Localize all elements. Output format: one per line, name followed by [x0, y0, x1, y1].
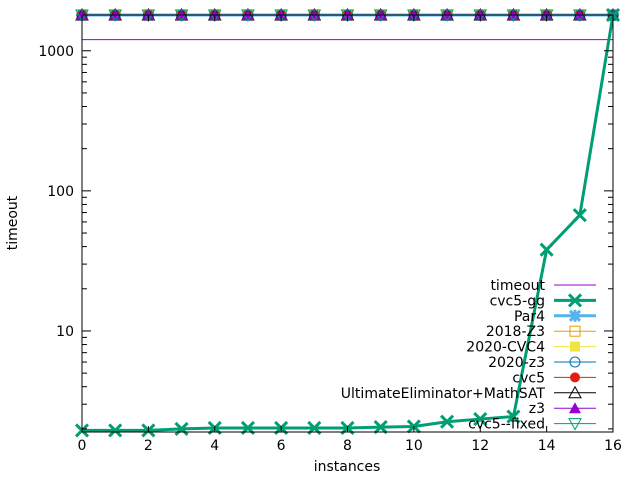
point-1-12 [473, 412, 488, 427]
legend-label-0: timeout [490, 278, 545, 294]
point-1-11 [440, 414, 455, 429]
x-tick-label-4: 8 [343, 438, 352, 454]
point-1-3 [174, 421, 189, 436]
legend: timeoutcvc5-ggPar42018-Z32020-CVC42020-z… [341, 278, 596, 433]
legend-label-1: cvc5-gg [490, 293, 545, 309]
y-axis-label: timeout [5, 195, 21, 250]
x-tick-label-0: 0 [78, 438, 87, 454]
point-1-14 [539, 242, 554, 257]
legend-label-2: Par4 [514, 309, 545, 325]
x-tick-label-7: 14 [538, 438, 556, 454]
legend-marker-6 [570, 372, 580, 383]
legend-label-5: 2020-z3 [488, 355, 545, 371]
x-tick-label-3: 6 [277, 438, 286, 454]
legend-marker-1 [567, 293, 583, 308]
legend-label-6: cvc5 [512, 370, 545, 386]
y-tick-label-2: 1000 [38, 44, 74, 60]
point-1-1 [108, 423, 123, 438]
x-tick-label-8: 16 [604, 438, 622, 454]
legend-label-4: 2020-CVC4 [466, 340, 545, 356]
legend-label-8: z3 [529, 401, 545, 417]
legend-label-9: cvc5--fixed [468, 417, 545, 433]
point-1-9 [373, 420, 388, 435]
legend-marker-3 [569, 325, 581, 337]
x-axis-label: instances [314, 459, 381, 475]
point-1-13 [506, 409, 521, 424]
legend-marker-8 [569, 402, 581, 414]
y-tick-label-1: 100 [47, 184, 74, 200]
x-tick-label-2: 4 [210, 438, 219, 454]
point-1-15 [572, 208, 587, 223]
legend-label-7: UltimateEliminator+MathSAT [341, 386, 546, 402]
x-tick-label-1: 2 [144, 438, 153, 454]
legend-marker-2 [568, 309, 582, 322]
x-tick-label-5: 10 [405, 438, 423, 454]
y-tick-label-0: 10 [56, 324, 74, 340]
legend-marker-4 [570, 341, 580, 352]
legend-marker-9 [568, 418, 582, 431]
legend-label-3: 2018-Z3 [486, 324, 545, 340]
legend-marker-5 [569, 356, 581, 368]
legend-marker-7 [568, 385, 582, 399]
x-tick-label-6: 12 [471, 438, 489, 454]
ticks-layer: 0 2 4 6 8 10 12 14 16 10 100 1000 [38, 15, 622, 454]
